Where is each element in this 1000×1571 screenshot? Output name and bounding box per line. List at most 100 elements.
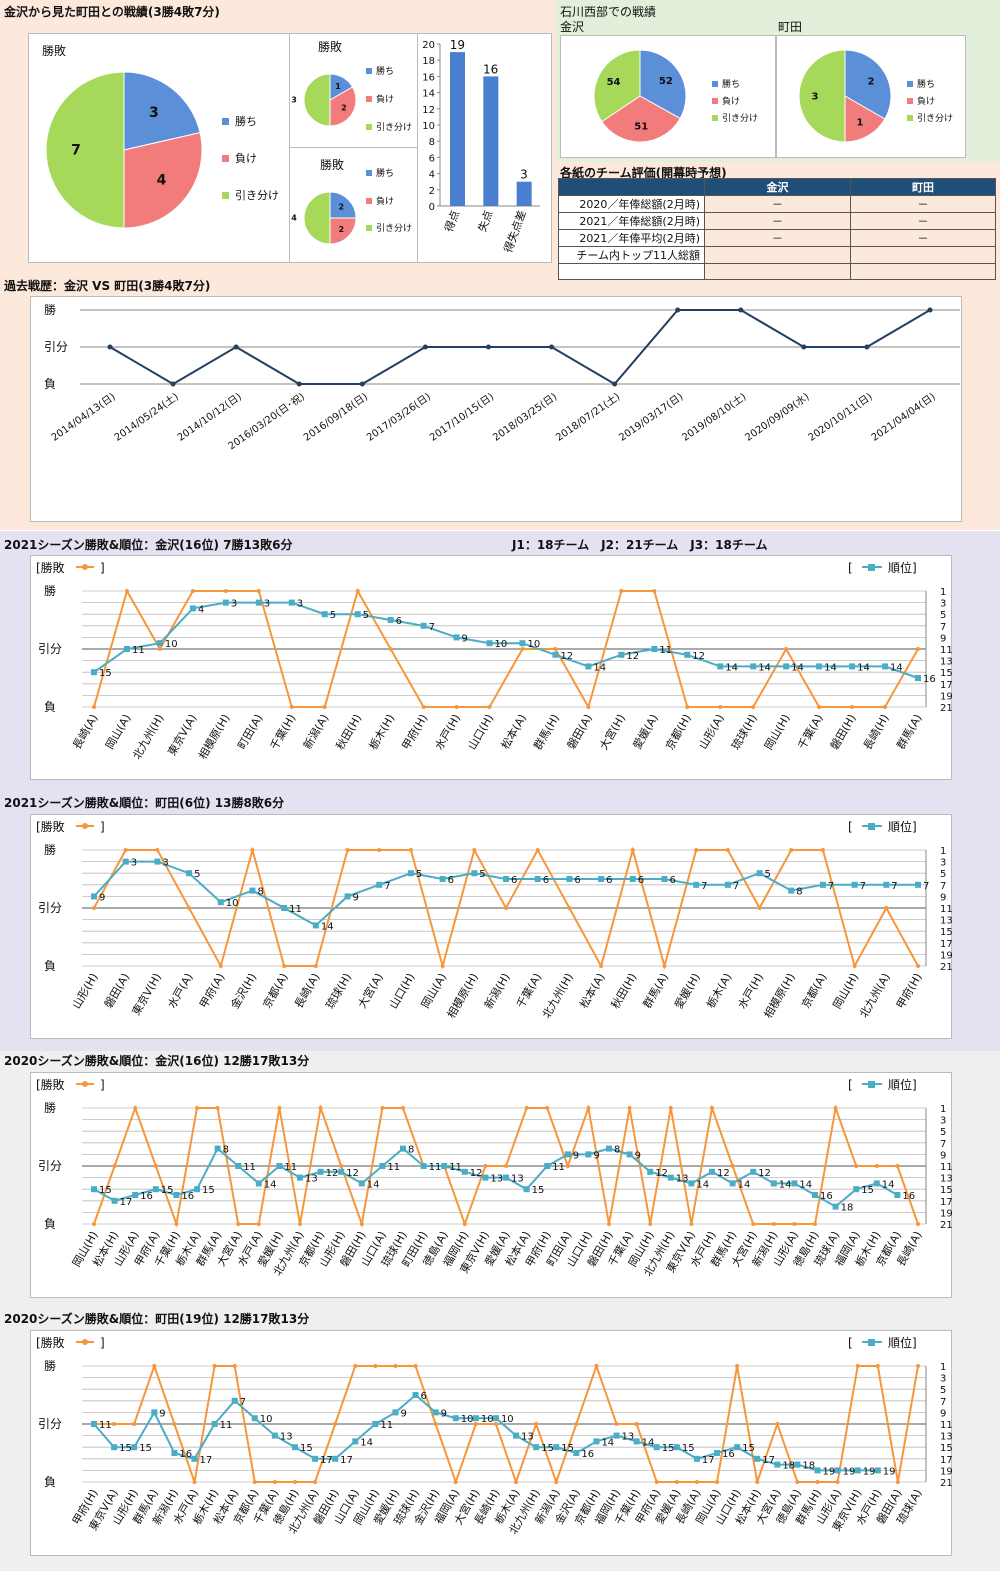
result-point	[195, 1106, 199, 1110]
rank-tick-label: 1	[940, 1104, 946, 1115]
history-line-chart: 勝引分負2014/04/13(日)2014/05/24(土)2014/10/12…	[44, 302, 960, 452]
ytick-label: 6	[429, 153, 435, 164]
rank-tick-label: 17	[940, 1197, 952, 1208]
eval-header-row: 金沢 町田	[558, 178, 996, 196]
rank-data-label: 12	[470, 1168, 483, 1179]
rank-data-label: 14	[696, 1179, 709, 1190]
rank-data-label: 15	[99, 668, 112, 679]
x-tick-label: 栃木(A)	[703, 971, 734, 1011]
rank-data-label: 10	[226, 898, 239, 909]
history-point	[485, 344, 491, 350]
x-tick-label: 群馬(A)	[640, 971, 671, 1011]
result-point	[393, 1364, 398, 1368]
x-tick-label: 秋田(H)	[608, 971, 640, 1012]
rank-data-label: 3	[131, 858, 137, 869]
rank-data-label: 6	[638, 875, 644, 886]
result-point	[875, 1364, 880, 1368]
x-tick-label: 磐田(H)	[827, 712, 859, 753]
result-point	[401, 1106, 405, 1110]
legend-orange-marker	[82, 1081, 88, 1087]
result-point	[212, 1364, 217, 1368]
rank-point	[91, 669, 97, 676]
x-tick-label: 2014/05/24(土)	[112, 390, 181, 444]
y-label-lose: 負	[44, 1475, 56, 1489]
pie-slice	[45, 71, 125, 229]
ytick-label: 12	[422, 105, 435, 116]
y-label-win: 勝	[44, 842, 56, 857]
rank-point	[673, 1444, 680, 1451]
result-point	[710, 1106, 714, 1110]
x-tick-label: 水戸(H)	[735, 971, 766, 1011]
rank-data-label: 7	[923, 881, 929, 892]
result-point	[715, 1480, 720, 1484]
history-frame	[30, 296, 962, 522]
rank-data-label: 3	[264, 599, 270, 610]
rank-data-label: 7	[733, 881, 739, 892]
result-point	[916, 964, 920, 968]
rank-data-label: 12	[717, 1168, 730, 1179]
history-point	[549, 344, 555, 350]
legend-bracket: [	[848, 1336, 853, 1350]
legend-left-label: [勝敗	[36, 560, 65, 575]
rank-point	[774, 1461, 781, 1468]
y-label-win: 勝	[44, 1358, 56, 1373]
table-row: 2020／年俸総額(2月時) －－	[558, 195, 996, 213]
result-point	[313, 1480, 318, 1484]
rank-point	[392, 1409, 399, 1416]
rank-line	[93, 601, 919, 679]
ytick-label: 8	[429, 137, 435, 148]
x-tick-label: 水戸(H)	[432, 712, 463, 752]
season-chart-kanazawa-2020: [勝敗][順位]13579111315171921勝引分負15171615161…	[36, 1077, 952, 1279]
legend-left-label: [勝敗	[36, 1335, 65, 1350]
x-tick-label: 東京V(A)	[165, 712, 200, 759]
result-point	[133, 1106, 138, 1110]
rank-tick-label: 19	[940, 691, 952, 702]
rank-tick-label: 5	[940, 1385, 946, 1396]
rank-point	[338, 1168, 345, 1175]
rank-point	[661, 876, 668, 882]
y-label-draw: 引分	[38, 901, 62, 915]
rank-point	[358, 1180, 365, 1187]
result-point	[487, 705, 492, 709]
pie-slice	[303, 191, 331, 245]
y-label-lose: 負	[44, 959, 56, 973]
rank-data-label: 12	[758, 1168, 771, 1179]
x-tick-label: 山口(H)	[465, 712, 496, 752]
bar-category-label: 得点	[442, 209, 462, 234]
rank-data-label: 14	[264, 1179, 277, 1190]
big-pie-header: 勝敗	[42, 44, 67, 58]
ytick-label: 4	[429, 170, 435, 181]
rank-data-label: 11	[429, 1162, 442, 1173]
rank-data-label: 14	[321, 921, 334, 932]
legend-lose: 負け	[222, 140, 279, 177]
rank-tick-label: 1	[940, 1362, 946, 1373]
x-tick-label: 長崎(A)	[69, 712, 100, 752]
rank-data-label: 15	[532, 1185, 545, 1196]
rank-data-label: 17	[702, 1455, 715, 1466]
rank-data-label: 10	[260, 1414, 273, 1425]
rank-point	[533, 1444, 540, 1451]
rank-point	[387, 617, 394, 623]
rank-point	[222, 599, 229, 606]
x-tick-label: 2019/03/17(日)	[617, 391, 685, 443]
result-point	[784, 647, 789, 651]
rank-point	[750, 663, 757, 670]
result-point	[817, 705, 822, 709]
x-tick-label: 2020/10/11(日)	[807, 391, 875, 443]
rank-point	[626, 1151, 633, 1158]
rank-point	[754, 1455, 761, 1462]
result-point	[567, 906, 572, 910]
x-tick-label: 水戸(A)	[165, 971, 195, 1011]
pie-data-label: 1	[335, 82, 341, 91]
table-row	[558, 263, 996, 280]
rank-point	[566, 876, 573, 882]
result-point	[916, 647, 920, 651]
rank-point	[321, 611, 328, 618]
rank-tick-label: 3	[940, 1374, 946, 1385]
eval-cell	[704, 246, 851, 264]
rank-point	[420, 1163, 427, 1169]
rank-data-label: 15	[139, 1443, 152, 1454]
result-point	[192, 1480, 197, 1484]
rank-tick-label: 15	[940, 1443, 952, 1454]
rank-data-label: 11	[243, 1162, 256, 1173]
